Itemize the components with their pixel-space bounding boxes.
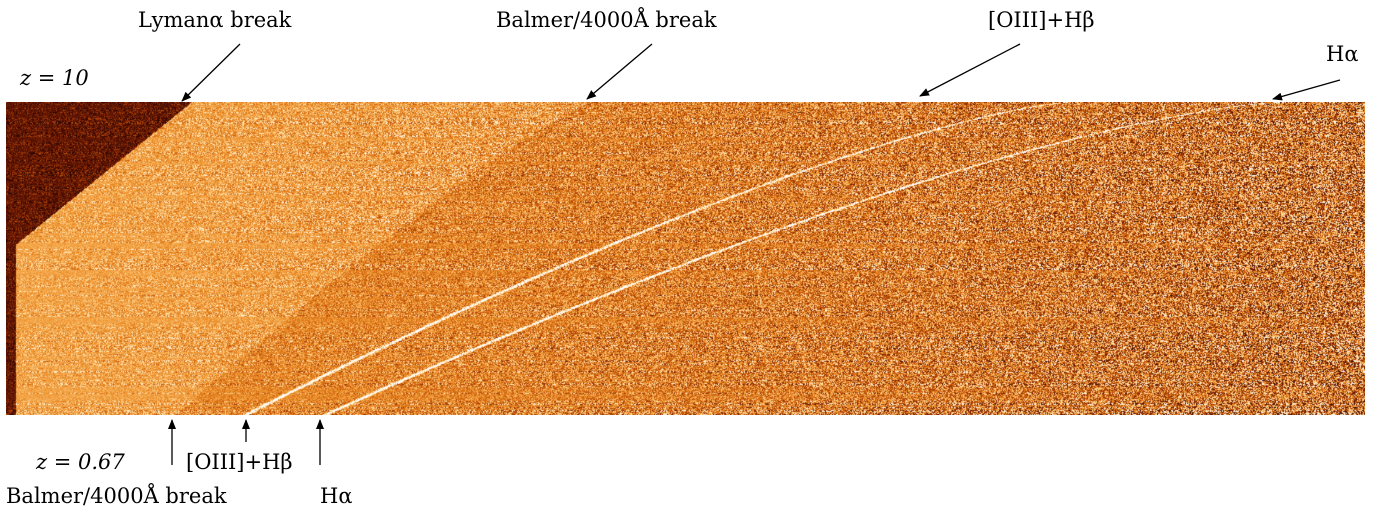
lyman-break-arrow (181, 43, 241, 102)
spectra-stack-image (6, 102, 1365, 415)
balmer-break-top-arrow (586, 43, 653, 100)
halpha-bottom-label: Hα (320, 484, 353, 508)
balmer-break-bottom-label: Balmer/4000Å break (6, 484, 227, 508)
halpha-top-label: Hα (1326, 42, 1359, 66)
redshift-top-label: z = 10 (20, 66, 89, 90)
redshift-bottom-label: z = 0.67 (36, 450, 125, 474)
oiii-hbeta-bottom-label: [OIII]+Hβ (186, 450, 293, 474)
oiii-hbeta-top-label: [OIII]+Hβ (988, 8, 1095, 32)
lyman-break-label: Lymanα break (138, 8, 292, 32)
halpha-top-arrow (1272, 79, 1341, 101)
oiii-hbeta-top-arrow (919, 43, 1021, 97)
balmer-break-top-label: Balmer/4000Å break (496, 8, 717, 32)
